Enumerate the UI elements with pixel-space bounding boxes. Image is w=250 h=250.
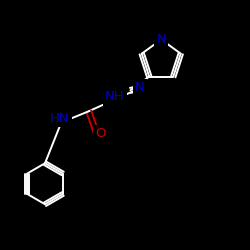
Text: HN: HN xyxy=(50,112,70,124)
Text: O: O xyxy=(96,127,106,140)
Text: N: N xyxy=(156,33,166,46)
Text: NH: NH xyxy=(105,90,125,104)
Text: N: N xyxy=(135,81,145,94)
